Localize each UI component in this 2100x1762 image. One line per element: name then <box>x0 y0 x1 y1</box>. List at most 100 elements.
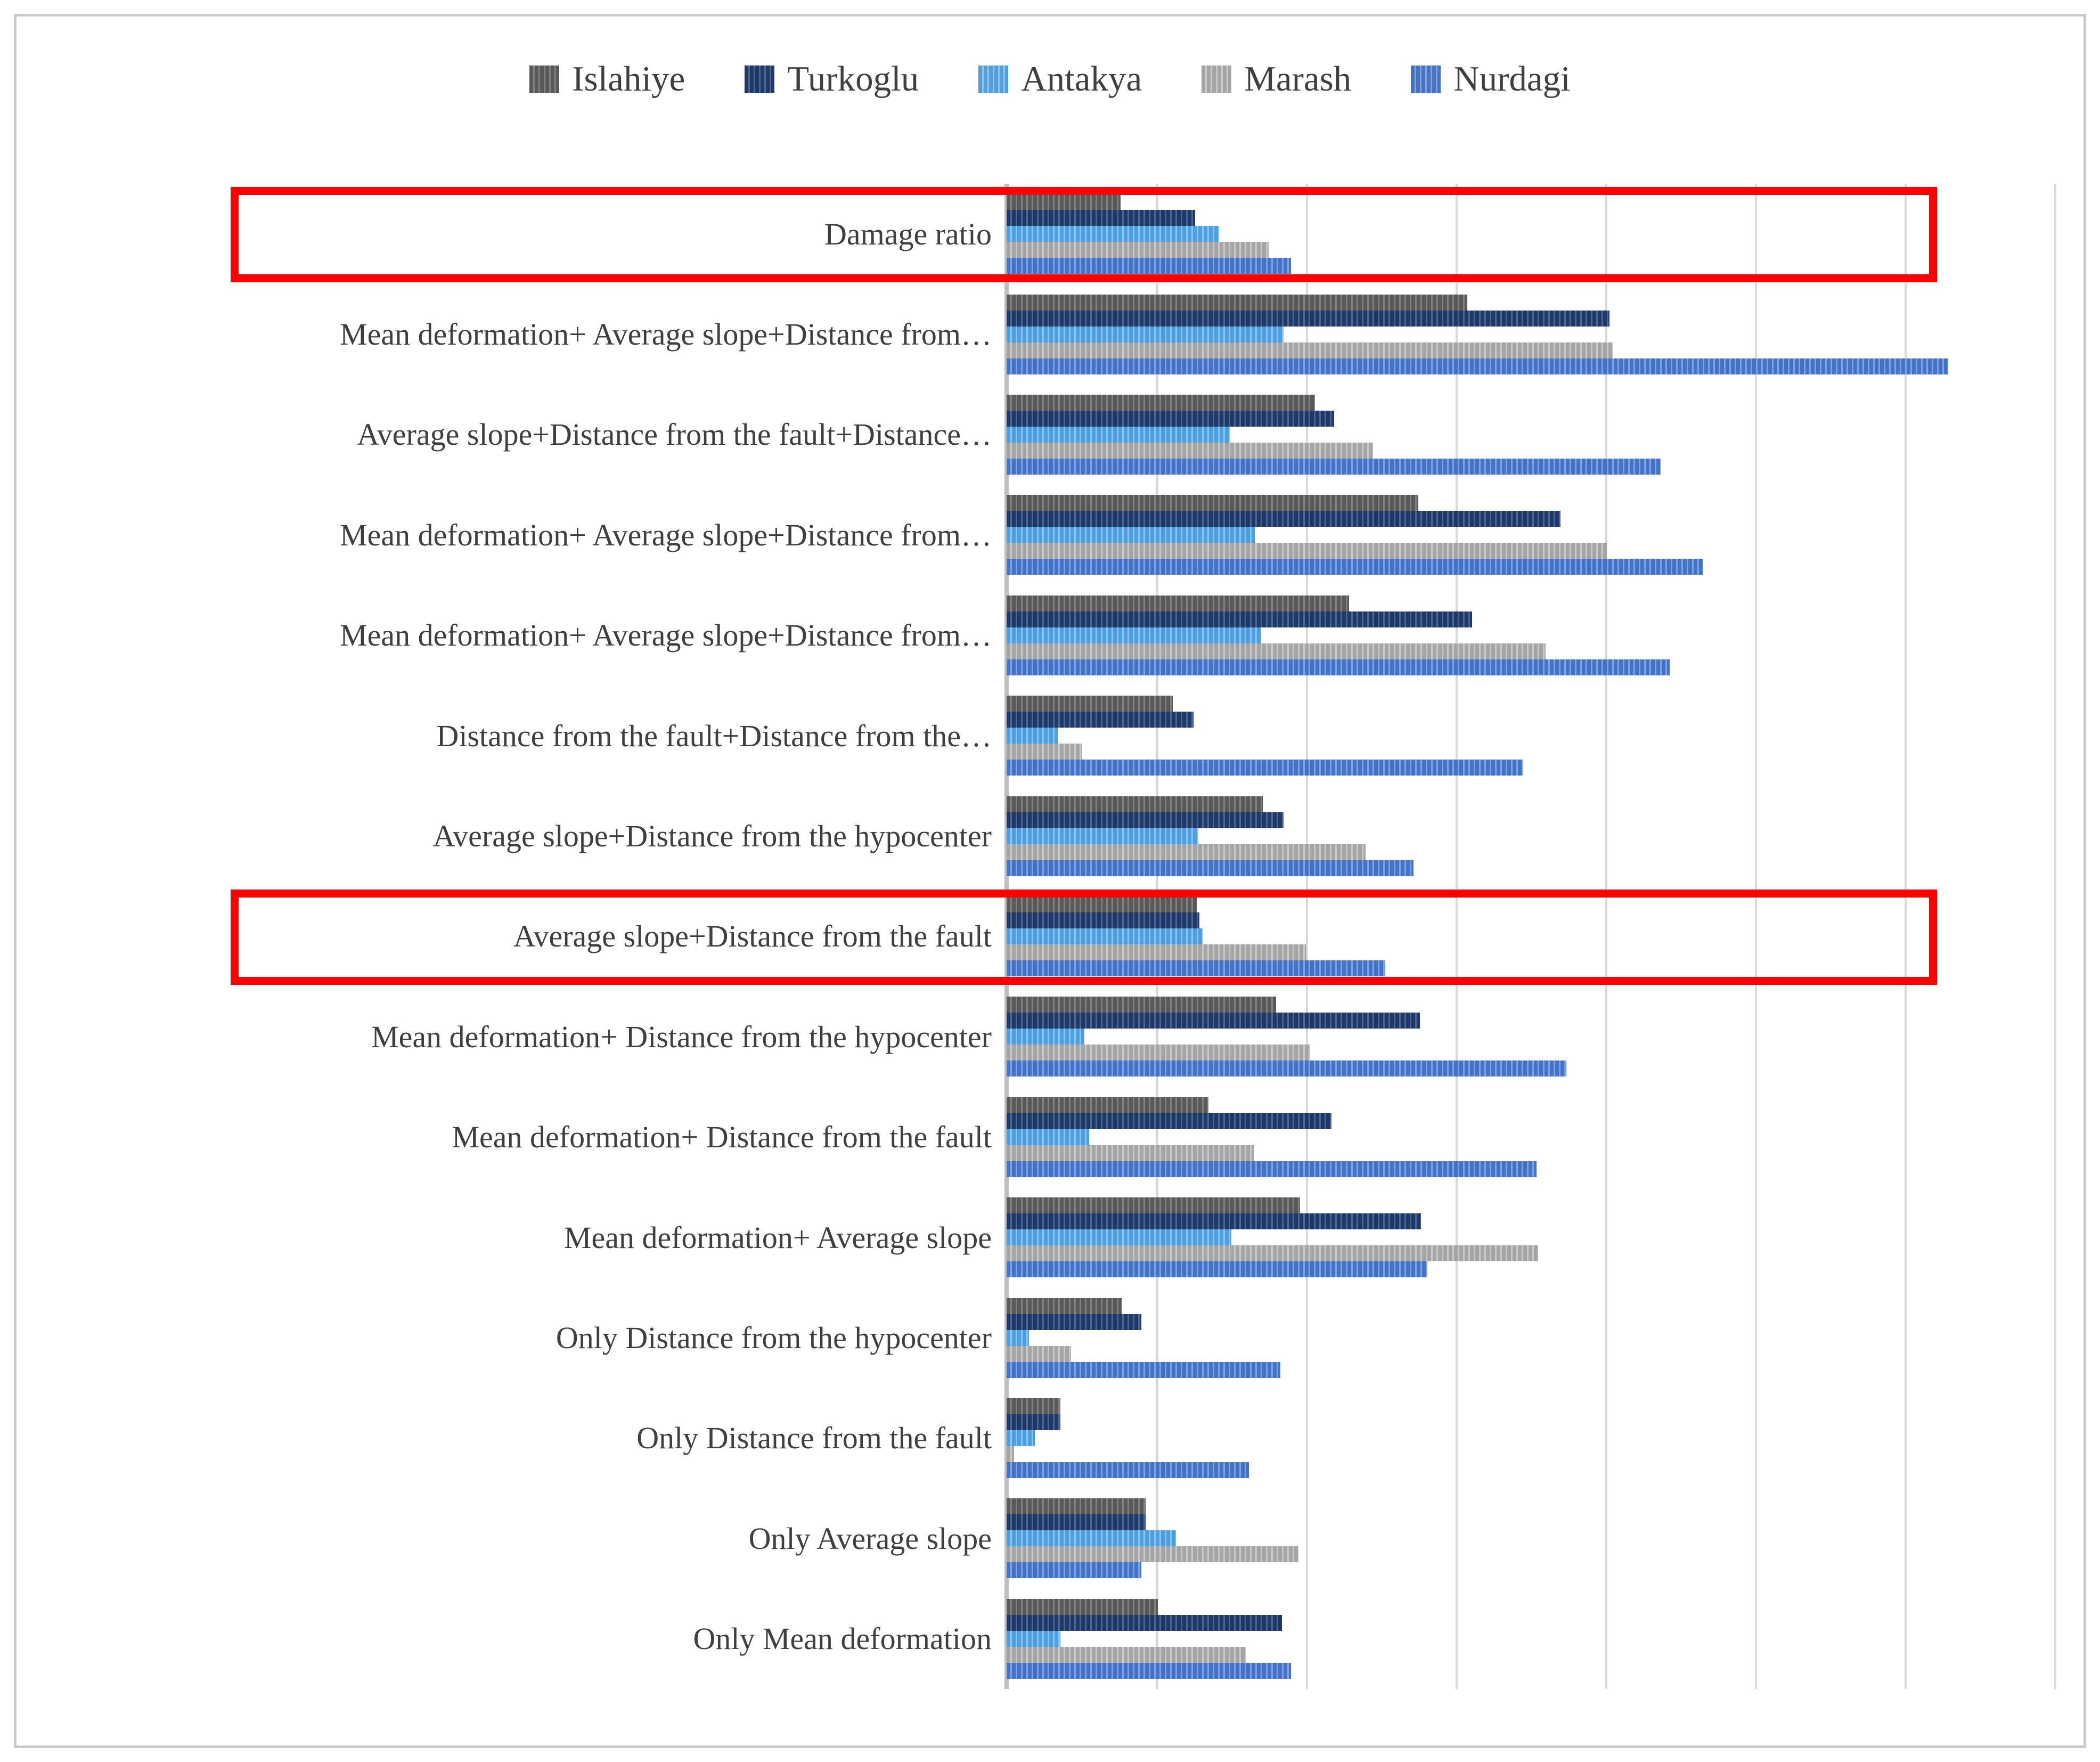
bar-marash <box>1007 342 1613 358</box>
bar-nurdagi <box>1007 1462 1249 1478</box>
category-row <box>1007 1287 2054 1388</box>
bar-antakya <box>1007 527 1255 543</box>
bar-islahiye <box>1007 595 1350 611</box>
bar-antakya <box>1007 1630 1061 1647</box>
category-label: Distance from the fault+Distance from th… <box>436 718 992 753</box>
bar-turkoglu <box>1007 812 1284 828</box>
legend-label: Turkoglu <box>787 59 919 99</box>
bar-antakya <box>1007 426 1230 443</box>
bar-marash <box>1007 1045 1311 1061</box>
bar-turkoglu <box>1007 1314 1141 1330</box>
category-row <box>1007 1589 2054 1689</box>
bar-marash <box>1007 1245 1538 1262</box>
bar-nurdagi <box>1007 1061 1566 1077</box>
category-row <box>1007 385 2054 485</box>
category-rows <box>1007 184 2054 1689</box>
category-label: Average slope+Distance from the hypocent… <box>432 819 992 854</box>
category-label: Only Average slope <box>748 1521 992 1556</box>
legend-item-turkoglu: Turkoglu <box>745 59 919 100</box>
category-row <box>1007 1187 2054 1287</box>
bar-marash <box>1007 1446 1015 1462</box>
bar-antakya <box>1007 928 1203 944</box>
bar-marash <box>1007 1546 1298 1563</box>
category-label: Only Distance from the hypocenter <box>555 1320 992 1356</box>
bar-nurdagi <box>1007 258 1291 274</box>
legend-label: Marash <box>1244 59 1352 99</box>
category-row <box>1007 585 2054 686</box>
category-row <box>1007 786 2054 886</box>
bar-antakya <box>1007 728 1058 744</box>
bar-turkoglu <box>1007 712 1194 728</box>
bar-islahiye <box>1007 1598 1158 1615</box>
bar-marash <box>1007 442 1374 459</box>
bar-nurdagi <box>1007 960 1385 976</box>
bar-antakya <box>1007 226 1220 242</box>
bar-marash <box>1007 543 1607 559</box>
bar-islahiye <box>1007 696 1173 712</box>
category-row <box>1007 686 2054 786</box>
bar-turkoglu <box>1007 1514 1146 1531</box>
bar-islahiye <box>1007 495 1418 511</box>
legend-item-nurdagi: Nurdagi <box>1411 59 1571 100</box>
bar-antakya <box>1007 1129 1089 1145</box>
category-row <box>1007 1087 2054 1187</box>
bar-nurdagi <box>1007 1261 1427 1278</box>
bar-turkoglu <box>1007 1414 1061 1430</box>
category-row <box>1007 1488 2054 1588</box>
legend-item-marash: Marash <box>1202 59 1351 100</box>
bar-marash <box>1007 1145 1254 1161</box>
bar-antakya <box>1007 828 1198 844</box>
legend-swatch-icon <box>745 65 775 93</box>
category-row <box>1007 485 2054 585</box>
legend-label: Antakya <box>1021 59 1142 99</box>
category-label: Average slope+Distance from the fault <box>513 919 992 954</box>
bar-antakya <box>1007 1530 1176 1547</box>
bar-islahiye <box>1007 1398 1061 1414</box>
category-label: Average slope+Distance from the fault+Di… <box>357 417 992 452</box>
bar-islahiye <box>1007 194 1121 210</box>
legend-label: Nurdagi <box>1453 59 1571 99</box>
category-label: Mean deformation+ Average slope+Distance… <box>340 618 992 653</box>
bar-turkoglu <box>1007 1113 1331 1129</box>
legend: Islahiye Turkoglu Antakya Marash Nurdagi <box>0 59 2100 100</box>
bar-turkoglu <box>1007 410 1335 427</box>
bar-islahiye <box>1007 294 1468 311</box>
bar-antakya <box>1007 1229 1231 1246</box>
bar-islahiye <box>1007 1498 1146 1515</box>
bar-antakya <box>1007 326 1284 342</box>
gridline <box>1456 184 1458 1689</box>
legend-swatch-icon <box>1202 65 1232 93</box>
gridline <box>1905 184 1907 1689</box>
bar-nurdagi <box>1007 1662 1291 1679</box>
bar-nurdagi <box>1007 760 1523 776</box>
bar-nurdagi <box>1007 559 1703 575</box>
category-labels-column: Damage ratio Mean deformation+ Average sl… <box>37 184 992 1689</box>
category-label: Mean deformation+ Average slope+Distance… <box>340 317 992 352</box>
highlight-box-damage-ratio <box>231 187 1937 283</box>
bar-islahiye <box>1007 796 1263 812</box>
gridline <box>2054 184 2056 1689</box>
bar-turkoglu <box>1007 1213 1421 1230</box>
bar-marash <box>1007 844 1366 860</box>
bar-turkoglu <box>1007 1614 1282 1631</box>
category-row <box>1007 1388 2054 1488</box>
category-row <box>1007 184 2054 284</box>
category-label: Mean deformation+ Distance from the hypo… <box>371 1019 992 1054</box>
bar-nurdagi <box>1007 358 1948 374</box>
bar-nurdagi <box>1007 659 1670 675</box>
category-label: Mean deformation+ Average slope+Distance… <box>340 517 992 552</box>
bar-marash <box>1007 1345 1071 1362</box>
legend-swatch-icon <box>1411 65 1441 93</box>
gridline <box>1306 184 1308 1689</box>
bar-antakya <box>1007 627 1261 643</box>
category-label: Only Mean deformation <box>693 1621 992 1657</box>
bar-marash <box>1007 744 1082 760</box>
bar-islahiye <box>1007 997 1276 1013</box>
bar-turkoglu <box>1007 611 1472 627</box>
legend-item-islahiye: Islahiye <box>529 59 685 100</box>
bar-turkoglu <box>1007 1013 1420 1029</box>
bar-marash <box>1007 944 1306 960</box>
bar-marash <box>1007 643 1546 659</box>
gridline <box>1605 184 1607 1689</box>
